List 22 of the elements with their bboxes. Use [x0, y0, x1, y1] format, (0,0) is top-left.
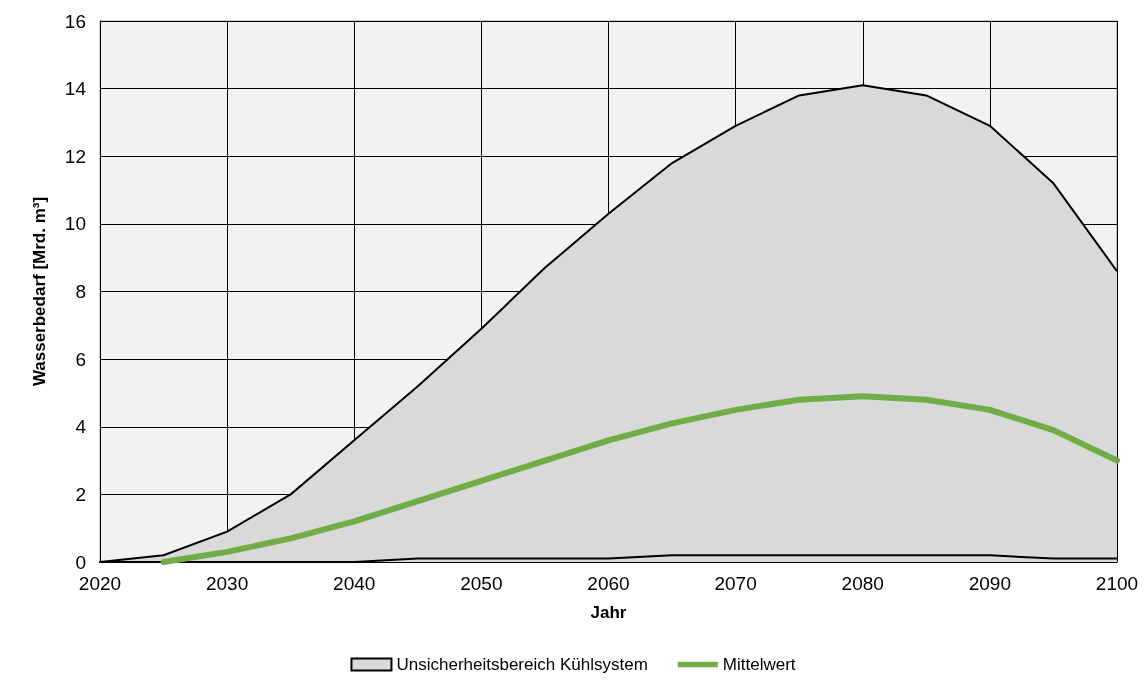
y-tick-label: 4 — [75, 416, 87, 438]
y-tick-label: 0 — [75, 551, 86, 573]
x-tick-label: 2030 — [205, 573, 249, 594]
x-tick-label: 2060 — [587, 573, 630, 594]
x-tick-label: 2070 — [714, 573, 757, 594]
x-tick-label: 2100 — [1095, 573, 1139, 594]
x-tick-label: 2020 — [78, 573, 122, 594]
y-tick-label: 12 — [64, 145, 86, 167]
legend-label: Mittelwert — [722, 655, 796, 674]
x-tick-label: 2090 — [968, 573, 1012, 594]
y-axis-title: Wasserbedarf [Mrd. m³] — [30, 196, 49, 387]
y-tick-label: 16 — [64, 10, 86, 32]
y-tick-label: 8 — [75, 281, 86, 302]
y-tick-label: 10 — [64, 213, 86, 235]
y-tick-label: 2 — [75, 483, 86, 505]
y-tick-label: 14 — [64, 78, 87, 100]
x-axis-title: Jahr — [590, 603, 627, 622]
x-tick-label: 2040 — [333, 573, 376, 594]
x-tick-label: 2050 — [460, 573, 503, 594]
legend-label: Unsicherheitsbereich Kühlsystem — [396, 655, 648, 674]
y-tick-label: 6 — [75, 348, 86, 370]
x-tick-label: 2080 — [841, 573, 884, 594]
